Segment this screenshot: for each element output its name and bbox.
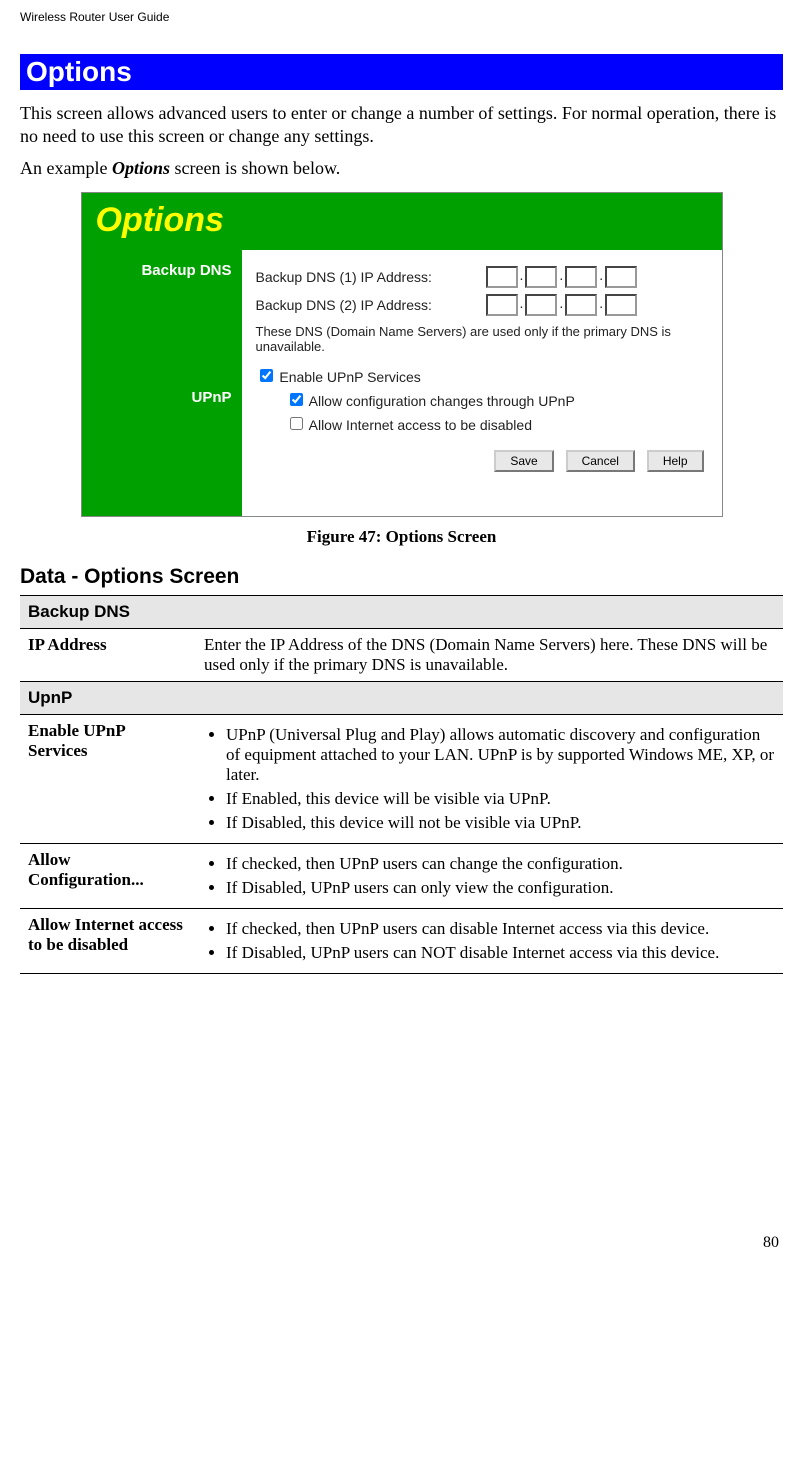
checkbox-allow-config[interactable] (290, 393, 303, 406)
cancel-button[interactable]: Cancel (566, 450, 635, 472)
intro-paragraph-2: An example Options screen is shown below… (20, 157, 783, 180)
bullet-enable-upnp-3: If Disabled, this device will not be vis… (226, 813, 775, 833)
data-section-title: Data - Options Screen (20, 565, 783, 589)
sidebar-label-upnp: UPnP (82, 389, 232, 406)
checkbox-label-enable-upnp: Enable UPnP Services (279, 369, 420, 385)
button-row: Save Cancel Help (256, 438, 708, 478)
checkbox-row-allow-config: Allow configuration changes through UPnP (286, 390, 708, 409)
screenshot-sidebar: Backup DNS UPnP (82, 250, 242, 516)
table-val-ip-address: Enter the IP Address of the DNS (Domain … (196, 628, 783, 681)
table-key-enable-upnp: Enable UPnP Services (20, 714, 196, 843)
table-key-allow-config: Allow Configuration... (20, 843, 196, 908)
screenshot-body: Backup DNS UPnP Backup DNS (1) IP Addres… (82, 250, 722, 516)
dns-label-1: Backup DNS (1) IP Address: (256, 269, 486, 285)
screenshot-main: Backup DNS (1) IP Address: ... Backup DN… (242, 250, 722, 516)
screenshot-header: Options (82, 193, 722, 250)
bullet-enable-upnp-1: UPnP (Universal Plug and Play) allows au… (226, 725, 775, 785)
figure-caption: Figure 47: Options Screen (20, 527, 783, 547)
dns-label-2: Backup DNS (2) IP Address: (256, 297, 486, 313)
checkbox-label-allow-disable-internet: Allow Internet access to be disabled (309, 417, 532, 433)
checkbox-row-enable-upnp: Enable UPnP Services (256, 366, 708, 385)
intro-paragraph-2c: screen is shown below. (170, 158, 340, 178)
dns-row-1: Backup DNS (1) IP Address: ... (256, 266, 708, 288)
intro-paragraph-1: This screen allows advanced users to ent… (20, 102, 783, 147)
screenshot-title: Options (96, 201, 224, 239)
help-button[interactable]: Help (647, 450, 704, 472)
page-number: 80 (20, 1234, 783, 1252)
data-table: Backup DNS IP Address Enter the IP Addre… (20, 595, 783, 974)
sidebar-label-backup-dns: Backup DNS (82, 262, 232, 279)
table-section-upnp: UpnP (20, 681, 783, 714)
table-row-enable-upnp: Enable UPnP Services UPnP (Universal Plu… (20, 714, 783, 843)
table-section-backup-dns: Backup DNS (20, 595, 783, 628)
dns-row-2: Backup DNS (2) IP Address: ... (256, 294, 708, 316)
table-row-ip-address: IP Address Enter the IP Address of the D… (20, 628, 783, 681)
table-val-allow-internet-disabled: If checked, then UPnP users can disable … (196, 908, 783, 973)
checkbox-row-allow-disable-internet: Allow Internet access to be disabled (286, 414, 708, 433)
intro-paragraph-2b: Options (112, 158, 170, 178)
bullet-allow-internet-disabled-1: If checked, then UPnP users can disable … (226, 919, 775, 939)
bullet-allow-config-2: If Disabled, UPnP users can only view th… (226, 878, 775, 898)
table-key-allow-internet-disabled: Allow Internet access to be disabled (20, 908, 196, 973)
table-row-allow-internet-disabled: Allow Internet access to be disabled If … (20, 908, 783, 973)
intro-paragraph-2a: An example (20, 158, 112, 178)
doc-header: Wireless Router User Guide (20, 10, 783, 24)
table-section-backup-dns-label: Backup DNS (20, 595, 783, 628)
save-button[interactable]: Save (494, 450, 553, 472)
table-val-enable-upnp: UPnP (Universal Plug and Play) allows au… (196, 714, 783, 843)
dns-note: These DNS (Domain Name Servers) are used… (256, 324, 708, 354)
table-section-upnp-label: UpnP (20, 681, 783, 714)
checkbox-enable-upnp[interactable] (260, 369, 273, 382)
table-val-allow-config: If checked, then UPnP users can change t… (196, 843, 783, 908)
screenshot-container: Options Backup DNS UPnP Backup DNS (1) I… (81, 192, 723, 517)
dns-ip-input-1[interactable]: ... (486, 266, 638, 288)
section-heading-options: Options (20, 54, 783, 90)
bullet-enable-upnp-2: If Enabled, this device will be visible … (226, 789, 775, 809)
checkbox-allow-disable-internet[interactable] (290, 417, 303, 430)
checkbox-label-allow-config: Allow configuration changes through UPnP (309, 393, 575, 409)
table-key-ip-address: IP Address (20, 628, 196, 681)
bullet-allow-internet-disabled-2: If Disabled, UPnP users can NOT disable … (226, 943, 775, 963)
table-row-allow-config: Allow Configuration... If checked, then … (20, 843, 783, 908)
dns-ip-input-2[interactable]: ... (486, 294, 638, 316)
bullet-allow-config-1: If checked, then UPnP users can change t… (226, 854, 775, 874)
